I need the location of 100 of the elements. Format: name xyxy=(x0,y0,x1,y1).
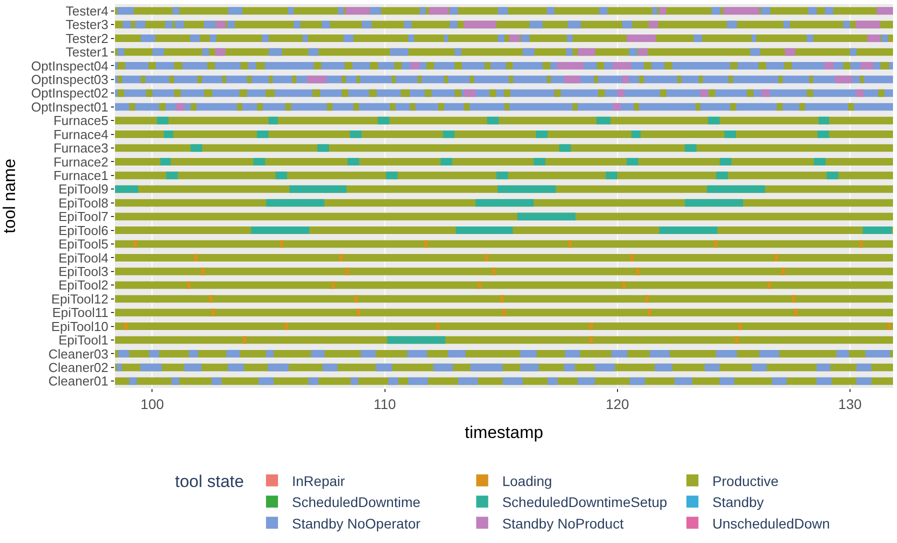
bar xyxy=(118,89,124,97)
bar xyxy=(752,34,756,42)
bar xyxy=(360,350,376,358)
y-tick-label: Furnace3 xyxy=(53,140,108,156)
bar xyxy=(778,76,783,84)
bar xyxy=(594,364,615,372)
bar xyxy=(856,364,872,372)
bar xyxy=(392,76,396,84)
bar xyxy=(674,377,692,385)
y-tick-label: EpiTool6 xyxy=(58,222,108,238)
bar xyxy=(344,62,352,70)
bar xyxy=(292,76,296,84)
bar xyxy=(420,7,426,15)
bar xyxy=(370,62,378,70)
y-tick-label: OptInspect01 xyxy=(31,99,108,114)
legend-label: Productive xyxy=(712,472,779,489)
bar xyxy=(394,62,402,70)
y-tick-label: EpiTool8 xyxy=(58,195,108,210)
bar xyxy=(266,199,324,207)
y-tick-label: EpiTool5 xyxy=(58,236,108,252)
bar xyxy=(612,103,621,111)
bar xyxy=(631,130,641,138)
bar xyxy=(156,116,168,124)
legend-label: ScheduledDowntimeSetup xyxy=(502,494,668,510)
bar xyxy=(564,76,580,84)
bar xyxy=(172,377,180,385)
bar xyxy=(436,322,440,330)
bar xyxy=(174,62,182,70)
bar xyxy=(694,34,702,42)
bar xyxy=(843,20,850,28)
bar xyxy=(115,268,893,276)
bar xyxy=(124,322,128,330)
y-tick-label: Tester2 xyxy=(66,30,108,46)
bar xyxy=(824,7,834,15)
bar xyxy=(302,34,308,42)
bar xyxy=(174,89,181,97)
bar xyxy=(554,89,561,97)
bar xyxy=(210,34,216,42)
bar xyxy=(440,158,452,166)
bar xyxy=(521,34,530,42)
bar xyxy=(115,322,893,330)
bar xyxy=(115,144,893,152)
bar xyxy=(639,76,644,84)
bar xyxy=(878,89,885,97)
bar xyxy=(817,130,830,138)
bar xyxy=(289,185,346,193)
bar xyxy=(664,62,672,70)
bar xyxy=(843,62,850,70)
bar xyxy=(387,336,446,344)
y-tick-label: Tester3 xyxy=(66,17,108,32)
bar xyxy=(606,172,618,180)
bar xyxy=(326,103,332,111)
bar xyxy=(784,62,792,70)
bar xyxy=(115,254,893,262)
y-tick-label: Furnace5 xyxy=(53,113,108,128)
legend-label: InRepair xyxy=(292,472,346,489)
bar xyxy=(268,116,278,124)
bar xyxy=(622,20,632,28)
bar xyxy=(626,34,656,42)
bar xyxy=(806,34,814,42)
bar xyxy=(342,89,349,97)
bar xyxy=(339,254,343,262)
bar xyxy=(256,62,265,70)
y-tick-label: Cleaner02 xyxy=(48,360,108,375)
bar xyxy=(730,103,736,111)
bar xyxy=(115,336,893,344)
bar xyxy=(448,350,466,358)
bar xyxy=(444,76,448,84)
bar xyxy=(464,89,476,97)
bar xyxy=(484,62,491,70)
bar xyxy=(378,116,390,124)
y-tick-label: OptInspect02 xyxy=(31,86,108,101)
bar xyxy=(856,20,880,28)
bar xyxy=(212,377,222,385)
bar xyxy=(129,103,136,111)
bar xyxy=(589,322,593,330)
y-tick-label: EpiTool11 xyxy=(52,305,108,320)
bar xyxy=(660,89,666,97)
bar xyxy=(115,185,138,193)
bar xyxy=(129,377,137,385)
bar xyxy=(368,89,377,97)
bar xyxy=(629,48,638,56)
bar xyxy=(253,158,266,166)
bar xyxy=(115,172,893,180)
bar xyxy=(880,62,890,70)
bar xyxy=(578,377,595,385)
bar xyxy=(408,377,428,385)
bar xyxy=(209,295,213,303)
bar xyxy=(164,130,174,138)
bar xyxy=(834,76,852,84)
bar xyxy=(860,76,864,84)
bar xyxy=(322,20,330,28)
bar xyxy=(386,172,398,180)
bar xyxy=(190,103,196,111)
y-tick-label: EpiTool10 xyxy=(51,318,108,334)
bar xyxy=(818,116,830,124)
bar xyxy=(228,7,242,15)
bar xyxy=(826,172,838,180)
bar xyxy=(509,34,520,42)
bar xyxy=(115,240,893,248)
